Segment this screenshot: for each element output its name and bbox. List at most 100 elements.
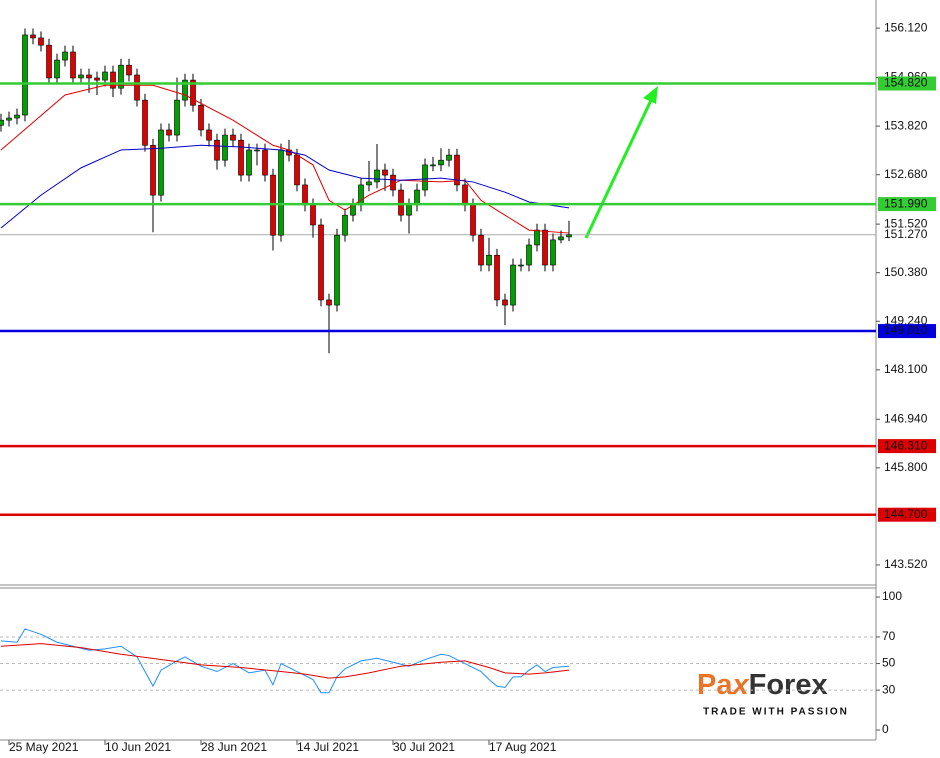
candle-body [54,59,60,79]
candle-body [502,299,508,306]
indicator-line [0,628,570,694]
logo-part: Forex [749,669,828,701]
candle-body [318,224,324,301]
candle-body [6,117,12,121]
candle-body [38,37,44,46]
candle-body [526,244,532,266]
candle-body [126,64,132,76]
y-tick-label: 146.940 [884,411,928,425]
level-label-box [878,507,936,522]
candle-body [158,129,164,196]
y-tick-label: 152.680 [884,167,928,181]
candle-body [246,149,252,176]
candle-body [150,144,156,196]
candle-body [398,189,404,216]
candle-body [518,264,524,267]
candle-body [294,154,300,186]
candle-body [558,236,564,241]
candle-body [142,99,148,146]
level-label: 151.990 [884,196,928,210]
candle-body [262,149,268,176]
candle-body [278,149,284,236]
candle-body [422,164,428,191]
candle-body [462,184,468,206]
candle-body [406,204,412,216]
y-tick-label: 0 [882,722,889,736]
candle-body [494,254,500,301]
candle-body [86,74,92,79]
candle-body [550,239,556,266]
candle-body [382,169,388,176]
candle-body [254,149,260,152]
candle-body [0,119,4,126]
candle-body [206,129,212,141]
indicator-line [0,84,570,234]
candle-body [510,264,516,306]
candle-body [70,51,76,79]
candle-body [366,181,372,186]
logo-part: Pa [697,669,733,701]
candle-body [214,139,220,161]
candle-body [470,204,476,236]
candle-body [446,154,452,161]
level-label-box [878,76,936,91]
level-label-box [878,324,936,339]
y-tick-label: 70 [882,629,896,643]
candle-body [110,71,116,89]
x-tick-label: 28 Jun 2021 [201,740,267,754]
candle-body [190,79,196,106]
current-label: 151.270 [884,227,928,241]
y-tick-label: 100 [882,589,902,603]
arrow-head [643,86,658,104]
y-tick-label: 151.520 [884,216,928,230]
candle-body [310,204,316,226]
x-tick-label: 25 May 2021 [9,740,79,754]
level-label-box [878,439,936,454]
candle-body [358,184,364,206]
y-tick-label: 50 [882,656,896,670]
level-label: 154.820 [884,76,928,90]
level-label: 144.700 [884,507,928,521]
y-tick-label: 148.100 [884,362,928,376]
x-tick-label: 14 Jul 2021 [297,740,359,754]
arrow [584,95,655,239]
candle-body [478,234,484,266]
candle-body [454,154,460,186]
level-label-box [878,197,936,212]
logo-part: x [730,669,750,701]
candle-body [438,159,444,166]
candle-body [230,134,236,141]
current-label-box [878,227,936,242]
y-tick-label: 153.820 [884,118,928,132]
candle-body [22,34,28,116]
y-tick-label: 149.240 [884,313,928,327]
y-tick-label: 145.800 [884,460,928,474]
candle-body [486,254,492,266]
candle-body [198,104,204,131]
candle-body [14,114,20,119]
y-tick-label: 150.380 [884,265,928,279]
candle-body [414,189,420,206]
y-tick-label: 156.120 [884,20,928,34]
logo-tagline: TRADE WITH PASSION [703,707,849,718]
candle-body [566,234,572,238]
candle-body [94,77,100,81]
y-tick-label: 30 [882,682,896,696]
x-tick-label: 10 Jun 2021 [105,740,171,754]
level-label: 149.010 [884,323,928,337]
y-tick-label: 143.520 [884,557,928,571]
candle-body [166,129,172,136]
candle-body [342,214,348,236]
candle-body [118,64,124,89]
candle-body [78,74,84,79]
candle-body [174,99,180,136]
candle-body [542,229,548,266]
candle-body [222,134,228,161]
candle-body [238,139,244,176]
x-tick-label: 17 Aug 2021 [489,740,557,754]
candle-body [534,229,540,246]
logo: PaxForex [697,669,828,701]
candle-body [374,169,380,183]
